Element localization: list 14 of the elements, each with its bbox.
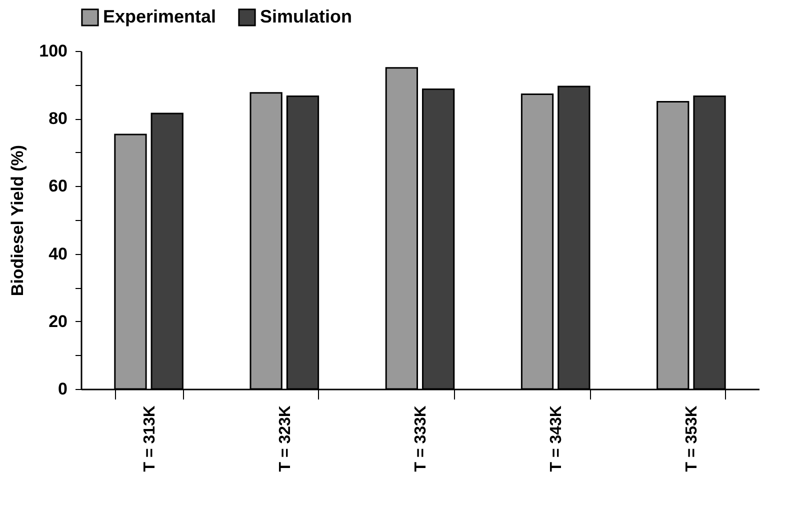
y-tick-label: 40 (48, 244, 68, 264)
y-tick-label: 20 (48, 312, 68, 331)
y-tick-label: 80 (48, 109, 68, 128)
legend-label: Experimental (103, 6, 216, 26)
legend-label: Simulation (260, 6, 352, 26)
x-tick-label: T = 333K (412, 405, 430, 472)
y-tick-label: 0 (58, 380, 68, 398)
x-tick-label: T = 313K (141, 405, 158, 472)
x-tick-label: T = 353K (684, 405, 701, 472)
y-axis-title: Biodiesel Yield (%) (8, 144, 28, 296)
y-tick-label: 100 (39, 42, 68, 60)
x-tick-label: T = 343K (548, 405, 566, 472)
y-tick-label: 60 (48, 176, 68, 196)
x-tick-label: T = 323K (276, 405, 294, 472)
